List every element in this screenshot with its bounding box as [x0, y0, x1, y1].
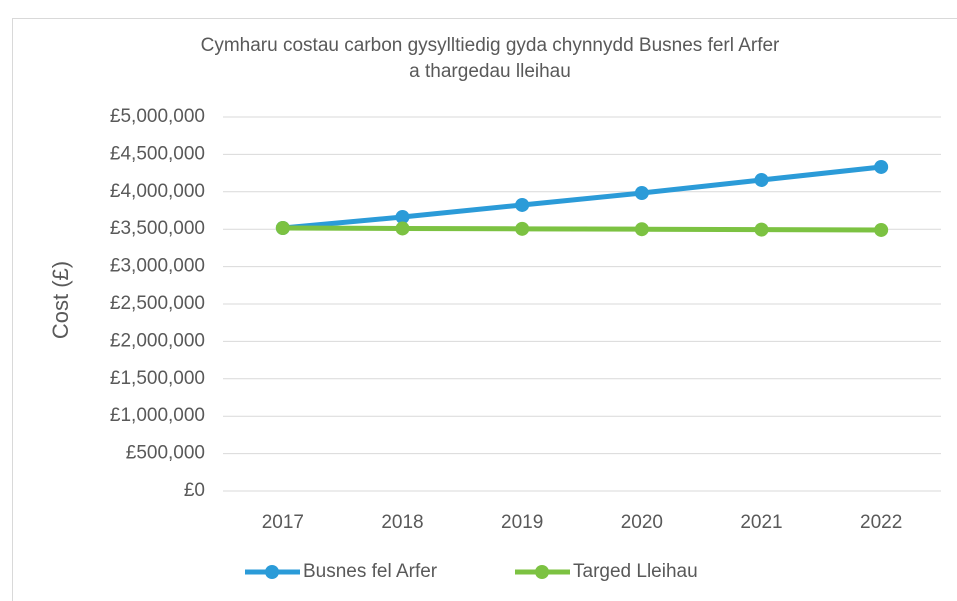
x-tick-label: 2020 — [621, 512, 663, 533]
legend-marker — [265, 565, 279, 579]
y-tick-label: £1,500,000 — [110, 368, 205, 389]
series-line — [282, 164, 882, 231]
y-tick-label: £0 — [184, 480, 205, 501]
y-tick-label: £5,000,000 — [110, 106, 205, 127]
y-tick-label: £3,500,000 — [110, 218, 205, 239]
x-tick-label: 2017 — [262, 512, 304, 533]
y-tick-label: £1,000,000 — [110, 405, 205, 426]
series-point — [874, 159, 889, 174]
series-point — [275, 221, 290, 236]
legend-label: Busnes fel Arfer — [303, 561, 438, 582]
y-tick-label: £4,000,000 — [110, 181, 205, 202]
series-point — [395, 221, 410, 236]
x-tick-label: 2018 — [381, 512, 423, 533]
series-point — [634, 185, 649, 200]
series-line — [282, 225, 882, 233]
y-tick-label: £3,000,000 — [110, 256, 205, 277]
series-point — [754, 222, 769, 237]
chart-subtitle: a thargedau lleihau — [409, 61, 571, 82]
series-point — [874, 222, 889, 237]
series-point — [515, 197, 530, 212]
y-tick-label: £2,000,000 — [110, 330, 205, 351]
chart-frame — [12, 18, 957, 601]
y-tick-label: £4,500,000 — [110, 143, 205, 164]
chart-title: Cymharu costau carbon gysylltiedig gyda … — [201, 35, 780, 56]
series-point — [395, 210, 410, 225]
x-tick-label: 2019 — [501, 512, 543, 533]
y-tick-label: £500,000 — [126, 443, 205, 464]
x-tick-label: 2021 — [740, 512, 782, 533]
legend-marker — [535, 565, 549, 579]
y-tick-label: £2,500,000 — [110, 293, 205, 314]
series-point — [754, 172, 769, 187]
y-axis-label: Cost (£) — [48, 261, 73, 339]
x-tick-label: 2022 — [860, 512, 902, 533]
series-point — [515, 221, 530, 236]
legend-label: Targed Lleihau — [573, 561, 698, 582]
series-point — [634, 222, 649, 237]
